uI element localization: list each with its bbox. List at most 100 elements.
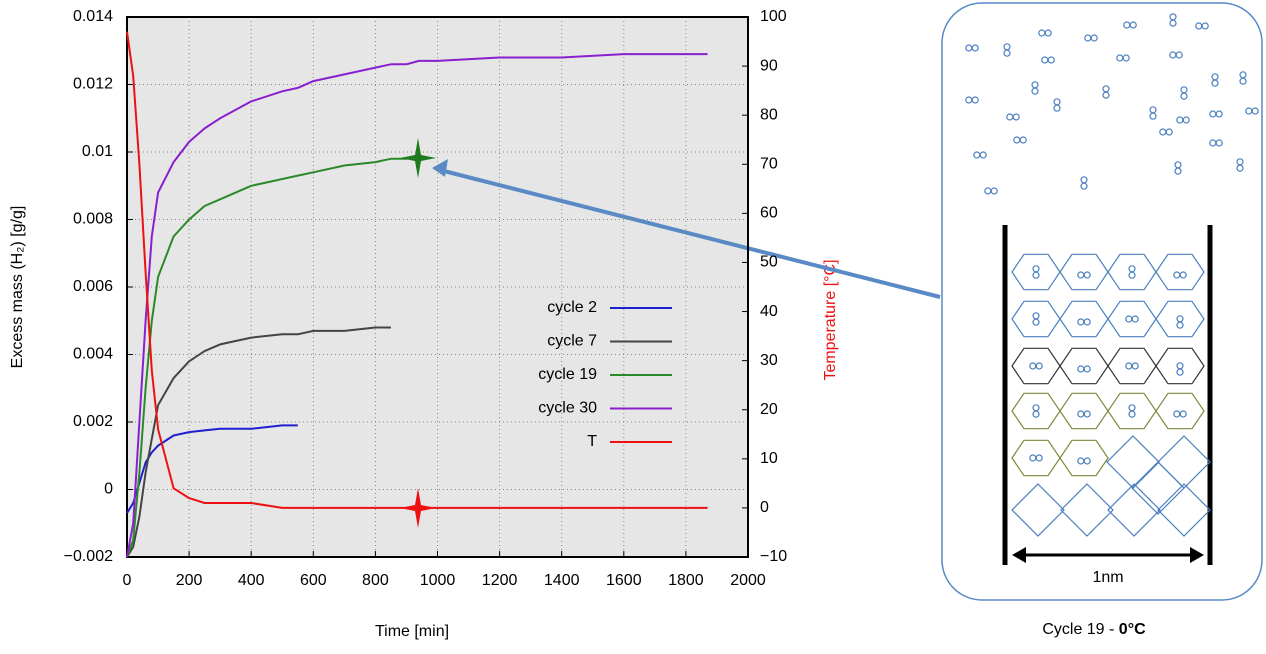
pore-cell-empty: [1157, 483, 1211, 537]
molecule-atom: [1032, 271, 1040, 279]
molecule-atom: [1102, 91, 1110, 99]
y-tick-label: 0.012: [73, 76, 113, 93]
pore-cell: [1155, 392, 1205, 430]
pore-cell: [1107, 347, 1157, 385]
y-tick-label: 0.002: [73, 413, 113, 430]
pore-cell: [1059, 392, 1109, 430]
molecule-atom: [1174, 167, 1182, 175]
pore-cell: [1107, 392, 1157, 430]
diagram: 1nm Cycle 19 - 0°C: [941, 2, 1263, 638]
series-line: [126, 53, 708, 558]
y2-tick-label: 40: [760, 303, 778, 320]
y-tick-label: 0.008: [73, 211, 113, 228]
molecule-atom: [1044, 29, 1052, 37]
pore-cell: [1059, 347, 1109, 385]
molecule-atom: [1211, 79, 1219, 87]
molecule-atom: [1179, 410, 1187, 418]
x-tick-label: 1000: [420, 572, 456, 589]
molecule-atom: [1083, 318, 1091, 326]
y2-tick-label: 30: [760, 352, 778, 369]
pore-cell: [1155, 300, 1205, 338]
molecule-atom: [1131, 362, 1139, 370]
molecule-atom: [1165, 128, 1173, 136]
x-tick-label: 1400: [544, 572, 580, 589]
x-tick-label: 800: [362, 572, 389, 589]
x-axis-label: Time [min]: [375, 623, 449, 640]
x-tick-label: 200: [176, 572, 203, 589]
molecule-atom: [1032, 318, 1040, 326]
molecule-atom: [1149, 112, 1157, 120]
pore-cell: [1155, 347, 1205, 385]
plot-area: [127, 17, 748, 557]
series-line: [126, 154, 420, 558]
molecule-atom: [1180, 92, 1188, 100]
molecule-atom: [1035, 454, 1043, 462]
caption-bold: 0°C: [1119, 621, 1146, 638]
molecule-atom: [1019, 136, 1027, 144]
pore-cell: [1059, 300, 1109, 338]
x-tick-label: 0: [123, 572, 132, 589]
molecule-atom: [971, 96, 979, 104]
y2-tick-label: 10: [760, 450, 778, 467]
molecule-atom: [1215, 110, 1223, 118]
molecule-atom: [1090, 34, 1098, 42]
y-tick-label: 0.01: [82, 143, 113, 160]
molecule-atom: [1179, 271, 1187, 279]
molecule-atom: [1175, 51, 1183, 59]
molecule-atom: [1083, 271, 1091, 279]
molecule-atom: [1031, 87, 1039, 95]
y2-tick-label: −10: [760, 548, 787, 565]
legend-label: cycle 30: [538, 400, 597, 417]
pore-cell: [1011, 253, 1061, 291]
molecule-atom: [1080, 182, 1088, 190]
x-tick-label: 1800: [668, 572, 704, 589]
x-tick-label: 400: [238, 572, 265, 589]
legend-label: cycle 7: [547, 333, 597, 350]
pore-cell: [1107, 253, 1157, 291]
molecule-atom: [1131, 315, 1139, 323]
pore-cell: [1059, 253, 1109, 291]
y-tick-label: 0: [104, 481, 113, 498]
molecule-atom: [1083, 457, 1091, 465]
molecule-atom: [979, 151, 987, 159]
molecule-atom: [1129, 21, 1137, 29]
molecule-atom: [1003, 49, 1011, 57]
molecule-atom: [1251, 107, 1259, 115]
molecule-atom: [1083, 410, 1091, 418]
y2-axis-label: Temperature [°C]: [822, 259, 839, 380]
pore-cell-empty: [1131, 461, 1185, 515]
y2-tick-label: 50: [760, 254, 778, 271]
molecule-atom: [1176, 321, 1184, 329]
pore-cell-empty: [1060, 483, 1114, 537]
y2-tick-label: 100: [760, 8, 787, 25]
molecule-atom: [1176, 368, 1184, 376]
molecule-atom: [1201, 22, 1209, 30]
legend-label: T: [587, 433, 597, 450]
molecule-atom: [1083, 365, 1091, 373]
molecule-atom: [1215, 139, 1223, 147]
molecule-atom: [1236, 164, 1244, 172]
molecule-atom: [1032, 410, 1040, 418]
y2-tick-label: 70: [760, 155, 778, 172]
y-tick-label: 0.014: [73, 8, 113, 25]
pore-cell: [1059, 439, 1109, 477]
y-axis-label: Excess mass (H₂) [g/g]: [9, 206, 26, 369]
pore-cell-empty: [1106, 435, 1160, 489]
scale-label: 1nm: [1092, 569, 1123, 586]
molecule-atom: [1012, 113, 1020, 121]
molecule-atom: [971, 44, 979, 52]
y2-tick-label: 0: [760, 499, 769, 516]
molecule-atom: [1169, 19, 1177, 27]
pore-cell: [1107, 300, 1157, 338]
x-tick-label: 600: [300, 572, 327, 589]
y2-tick-label: 90: [760, 57, 778, 74]
legend-label: cycle 2: [547, 299, 597, 316]
molecule-atom: [1122, 54, 1130, 62]
pore-cell-empty: [1107, 483, 1161, 537]
y-tick-label: 0.006: [73, 278, 113, 295]
pore-cell: [1155, 253, 1205, 291]
y-tick-label: 0.004: [73, 346, 113, 363]
diagram-frame: [941, 2, 1263, 601]
molecule-atom: [1035, 362, 1043, 370]
plot-frame: [126, 16, 749, 558]
